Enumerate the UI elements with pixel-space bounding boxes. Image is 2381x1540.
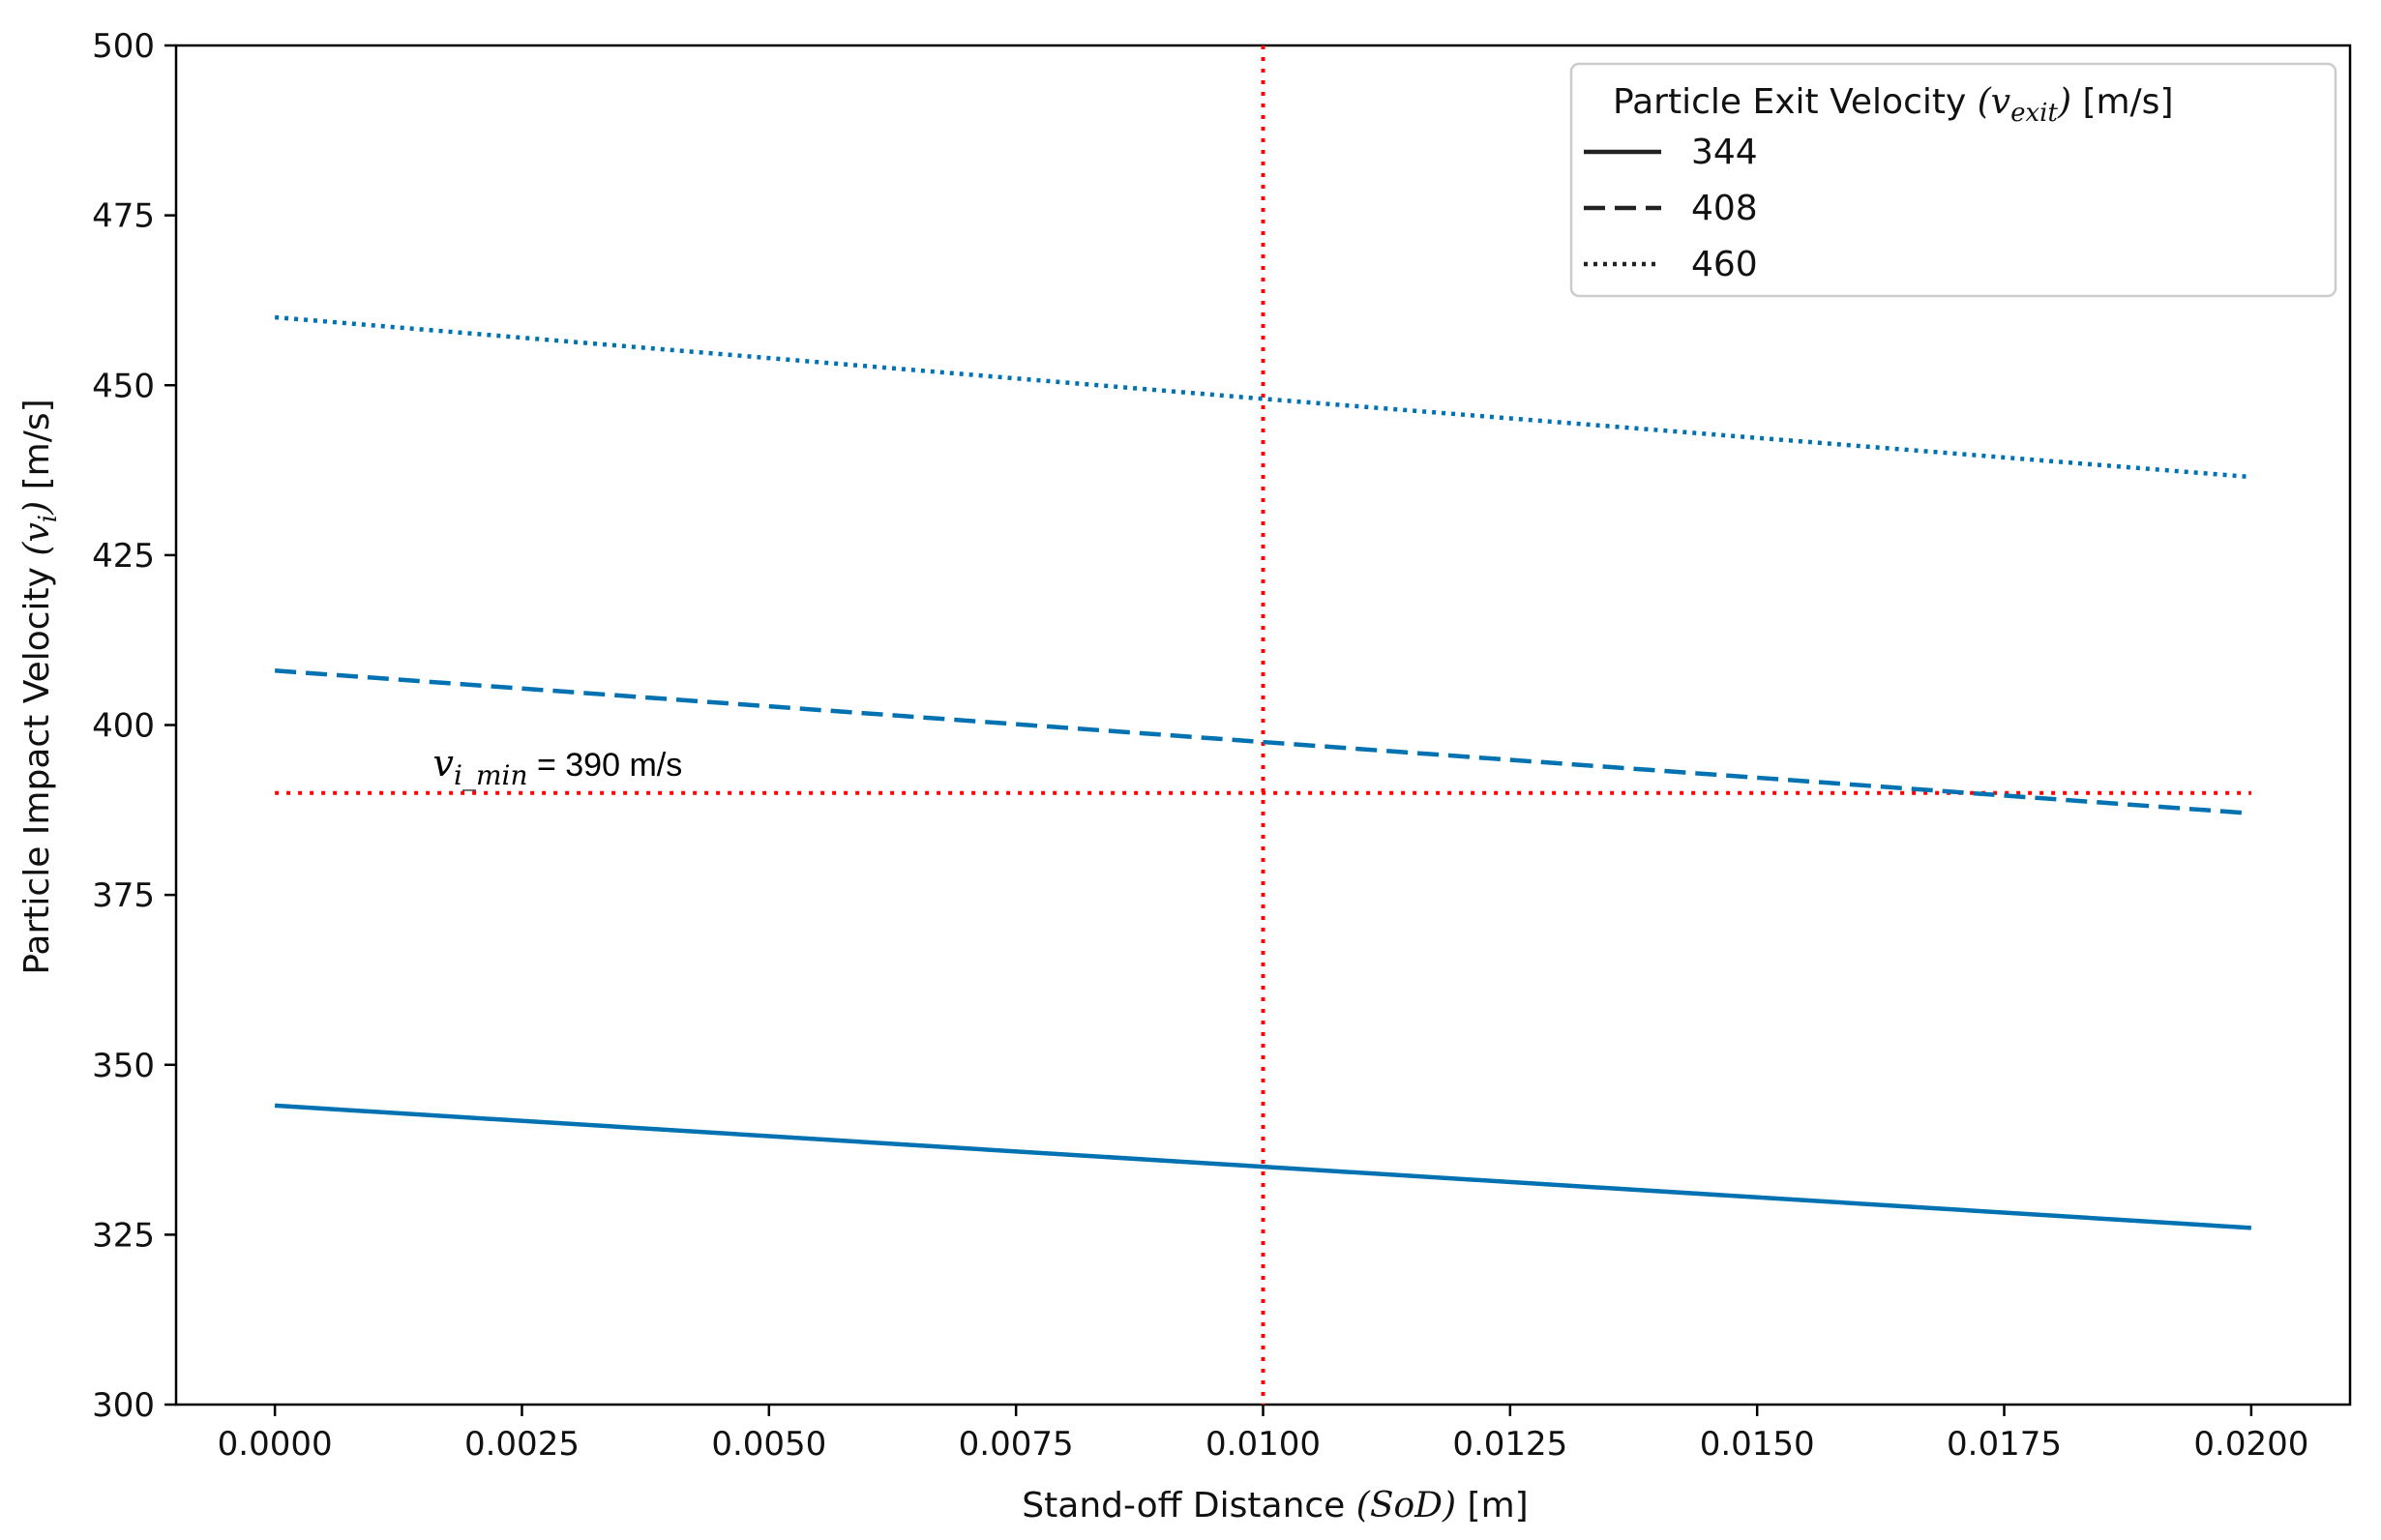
series-line-460 (274, 314, 2252, 480)
legend-label-460: 460 (1691, 245, 1758, 284)
x-tick-label: 0.0025 (464, 1425, 580, 1464)
legend-box (1569, 62, 2337, 298)
x-axis-label-math: (SoD) (1356, 1486, 1456, 1525)
legend-title: Particle Exit Velocity (vexit) [m/s] (1613, 82, 2174, 128)
vi-min-annotation: vi_min = 390 m/s (433, 742, 683, 791)
legend-title-math-sub: exit (2010, 99, 2058, 128)
y-tick-label: 300 (92, 1386, 155, 1425)
x-tick-label: 0.0175 (1947, 1425, 2062, 1464)
y-tick-label: 375 (92, 876, 155, 915)
y-tick-label: 400 (92, 707, 155, 746)
legend-title-prefix: Particle Exit Velocity (1613, 82, 1978, 122)
legend-title-suffix: [m/s] (2071, 82, 2174, 122)
x-tick-label: 0.0000 (218, 1425, 333, 1464)
y-tick-label: 500 (92, 27, 155, 66)
x-axis-label-suffix: [m] (1456, 1486, 1529, 1525)
annotation-math: v (433, 742, 455, 785)
x-tick-label: 0.0075 (959, 1425, 1074, 1464)
x-tick-label: 0.0150 (1700, 1425, 1815, 1464)
y-tick-label: 425 (92, 537, 155, 576)
x-axis-ticks: 0.0000 0.0025 0.0050 0.0075 0.0100 0.0125 0.01… (218, 1405, 2308, 1464)
y-axis-label-math-close: ) (17, 501, 57, 516)
x-axis-label: Stand-off Distance (SoD) [m] (1022, 1486, 1528, 1525)
y-tick-label: 450 (92, 367, 155, 405)
y-axis-ticks: 300 325 350 375 400 425 450 475 500 (92, 27, 176, 1425)
x-axis-label-prefix: Stand-off Distance (1022, 1486, 1355, 1525)
y-axis-label-math-sub: i (34, 515, 63, 522)
legend-entries: 344 408 460 (1584, 133, 1758, 284)
y-tick-label: 325 (92, 1216, 155, 1255)
x-tick-label: 0.0125 (1452, 1425, 1567, 1464)
legend-title-math-close: ) (2057, 82, 2071, 122)
annotation-text: = 390 m/s (528, 747, 683, 784)
reference-lines (275, 45, 2251, 1405)
y-axis-label-suffix: [m/s] (17, 399, 57, 501)
annotation-math-sub: i_min (454, 759, 528, 791)
legend-label-408: 408 (1691, 189, 1758, 228)
series-line-408 (274, 668, 2252, 816)
legend-label-344: 344 (1691, 133, 1758, 172)
y-axis-label: Particle Impact Velocity (vi) [m/s] (17, 399, 63, 974)
series-line-344 (274, 1103, 2252, 1230)
x-tick-label: 0.0050 (711, 1425, 826, 1464)
legend-title-math: (v (1978, 82, 2010, 122)
y-tick-label: 475 (92, 197, 155, 236)
data-series (274, 314, 2252, 1230)
y-axis-label-prefix: Particle Impact Velocity (17, 556, 57, 975)
legend: Particle Exit Velocity (vexit) [m/s] 344… (1569, 62, 2337, 298)
y-tick-label: 350 (92, 1047, 155, 1085)
x-tick-label: 0.0200 (2193, 1425, 2308, 1464)
y-axis-label-math: (v (17, 522, 57, 555)
x-tick-label: 0.0100 (1205, 1425, 1321, 1464)
